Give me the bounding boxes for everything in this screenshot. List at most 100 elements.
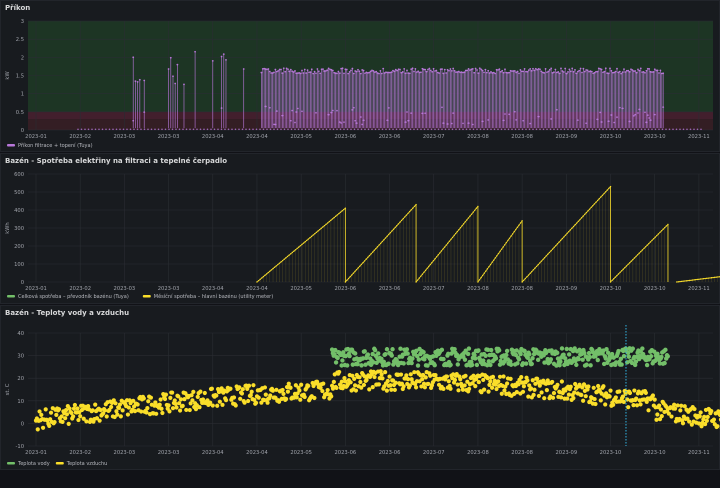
air-temp-point bbox=[699, 424, 704, 429]
power-point bbox=[595, 128, 597, 131]
air-temp-point bbox=[466, 386, 472, 391]
y-tick-label: 3 bbox=[21, 19, 24, 25]
air-temp-point bbox=[608, 388, 613, 393]
power-point bbox=[478, 67, 481, 70]
air-temp-point bbox=[359, 385, 364, 390]
temperature-chart[interactable]: -10 0 10 20 30 40 2023-01 2023-02 2023-03 2023-03… bbox=[1, 306, 720, 471]
power-point bbox=[192, 128, 195, 131]
power-chart[interactable]: 0 0.5 1 1.5 2 2.5 3 2023-01 2023-02 2023-03 2023-0… bbox=[1, 1, 720, 153]
power-point bbox=[506, 71, 509, 74]
power-panel-title: Příkon bbox=[5, 4, 31, 12]
air-temp-point bbox=[607, 394, 612, 399]
air-temp-point bbox=[577, 382, 582, 387]
power-point bbox=[518, 128, 520, 131]
power-point bbox=[620, 72, 623, 75]
air-temp-point bbox=[389, 387, 394, 392]
air-temp-point bbox=[536, 393, 542, 399]
air-temp-point bbox=[325, 387, 330, 393]
power-point bbox=[479, 128, 482, 131]
water-temp-point bbox=[525, 355, 530, 361]
power-point bbox=[126, 128, 128, 131]
water-temp-point bbox=[389, 353, 394, 358]
power-point bbox=[624, 71, 627, 73]
power-point bbox=[289, 119, 292, 122]
air-temp-point bbox=[139, 409, 144, 414]
air-temp-point bbox=[90, 408, 95, 413]
power-point bbox=[621, 71, 624, 74]
water-temp-point bbox=[409, 360, 414, 366]
power-point bbox=[294, 70, 296, 72]
x-tick-label: 2023-07 bbox=[423, 450, 445, 456]
power-point bbox=[641, 71, 644, 74]
power-point bbox=[290, 128, 293, 131]
power-point bbox=[635, 71, 638, 74]
air-temp-point bbox=[116, 405, 122, 411]
power-point bbox=[471, 68, 474, 70]
power-point bbox=[513, 70, 516, 72]
power-point bbox=[590, 70, 593, 73]
air-temp-point bbox=[550, 395, 556, 400]
power-point bbox=[546, 71, 548, 74]
air-temp-point bbox=[535, 376, 540, 381]
power-point bbox=[351, 67, 354, 70]
air-temp-point bbox=[184, 407, 189, 413]
power-point bbox=[381, 128, 384, 131]
power-point bbox=[443, 68, 446, 71]
air-temp-point bbox=[702, 421, 708, 427]
power-point bbox=[322, 68, 324, 71]
water-temp-point bbox=[386, 361, 391, 366]
power-point bbox=[655, 69, 658, 72]
power-point bbox=[593, 71, 596, 74]
power-point bbox=[326, 69, 329, 72]
power-point bbox=[424, 68, 427, 71]
power-point bbox=[355, 70, 358, 73]
water-temp-point bbox=[621, 353, 627, 359]
power-point bbox=[439, 68, 442, 71]
x-tick-label: 2023-03 bbox=[114, 134, 136, 140]
power-point bbox=[283, 128, 286, 131]
power-point bbox=[266, 128, 268, 131]
water-temp-point bbox=[462, 357, 468, 362]
x-tick-label: 2023-03 bbox=[158, 134, 180, 140]
air-temp-point bbox=[592, 396, 597, 402]
air-temp-point bbox=[593, 401, 598, 407]
air-temp-point bbox=[239, 391, 245, 396]
power-point bbox=[395, 128, 398, 131]
power-point bbox=[367, 128, 370, 131]
power-point bbox=[508, 113, 511, 116]
power-point bbox=[396, 69, 399, 72]
power-point bbox=[512, 70, 515, 72]
air-temp-point bbox=[476, 379, 481, 385]
water-temp-point bbox=[520, 361, 526, 366]
y-tick-label: 500 bbox=[14, 190, 24, 196]
air-temp-point bbox=[288, 385, 293, 390]
x-tick-label: 2023-08 bbox=[511, 286, 533, 292]
air-temp-point bbox=[581, 398, 586, 403]
energy-series-line bbox=[415, 206, 479, 283]
energy-chart[interactable]: 0 100 200 300 400 500 600 2023-01 2023-02 2023-03… bbox=[1, 154, 720, 305]
water-temp-point bbox=[481, 358, 486, 363]
air-temp-point bbox=[617, 389, 622, 394]
power-point bbox=[567, 71, 569, 73]
x-tick-label: 2023-08 bbox=[467, 134, 489, 140]
power-point bbox=[333, 71, 336, 74]
water-temp-point bbox=[663, 347, 668, 353]
air-temp-point bbox=[71, 414, 76, 419]
power-point bbox=[553, 128, 555, 131]
water-temp-point bbox=[633, 359, 639, 364]
air-temp-point bbox=[652, 397, 657, 402]
air-temp-point bbox=[178, 397, 184, 402]
air-temp-point bbox=[263, 392, 268, 397]
air-temp-point bbox=[669, 414, 674, 419]
power-point bbox=[533, 69, 536, 72]
air-temp-point bbox=[237, 385, 242, 390]
air-temp-point bbox=[696, 421, 702, 426]
air-temp-point bbox=[621, 399, 626, 404]
power-point bbox=[311, 128, 314, 131]
water-temp-point bbox=[508, 359, 513, 364]
air-temp-point bbox=[63, 416, 68, 421]
air-temp-point bbox=[626, 405, 631, 410]
power-point bbox=[563, 128, 566, 131]
power-point bbox=[473, 71, 476, 74]
power-point bbox=[361, 123, 364, 126]
